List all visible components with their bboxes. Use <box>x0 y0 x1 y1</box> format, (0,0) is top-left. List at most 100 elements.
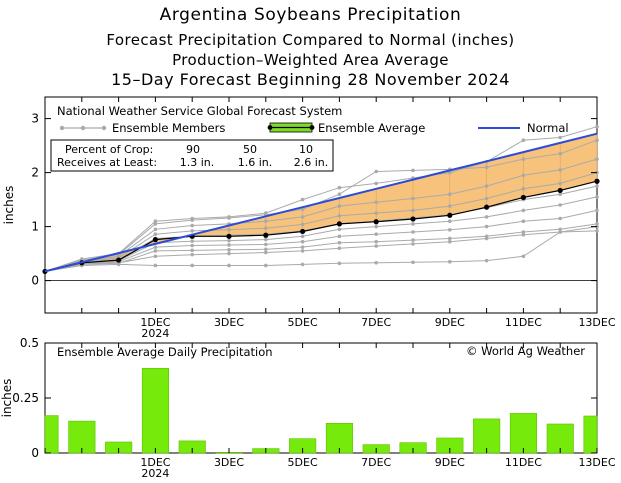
ensemble-member-point <box>521 219 526 223</box>
chart-subtitle: Forecast Precipitation Compared to Norma… <box>106 31 515 49</box>
x-tick-label: 9DEC <box>435 316 465 329</box>
ensemble-average-point <box>410 216 416 222</box>
legend-average-label: Ensemble Average <box>318 121 425 135</box>
legend-members-label: Ensemble Members <box>112 121 225 135</box>
ensemble-member-point <box>190 229 194 233</box>
ensemble-member-point <box>448 259 452 264</box>
ensemble-member-point <box>337 192 342 196</box>
daily-chart-title: Ensemble Average Daily Precipitation <box>57 345 273 359</box>
ensemble-member-point <box>190 243 194 248</box>
x-tick-label: 5DEC <box>288 456 318 469</box>
ensemble-member-point <box>374 260 379 265</box>
x-tick-label: 11DEC <box>505 316 542 329</box>
x-tick-label: 3DEC <box>214 456 244 469</box>
ensemble-member-point <box>595 157 599 161</box>
ensemble-average-point <box>226 233 232 239</box>
ensemble-member-point <box>300 249 305 253</box>
ensemble-member-point <box>484 215 489 219</box>
legend-average-marker <box>267 125 273 130</box>
ensemble-member-point <box>227 228 231 232</box>
daily-precip-bar <box>141 367 169 454</box>
x-tick-label: 11DEC <box>505 456 542 469</box>
ensemble-member-point <box>153 232 158 236</box>
forecast-period: 15–Day Forecast Beginning 28 November 20… <box>111 70 510 89</box>
crop-row2-value: 1.6 in. <box>238 156 273 169</box>
ensemble-member-point <box>374 169 379 174</box>
ensemble-member-point <box>411 260 415 265</box>
ensemble-member-point <box>558 192 562 196</box>
ensemble-average-point <box>336 221 342 227</box>
ensemble-member-point <box>227 215 231 219</box>
ensemble-member-point <box>337 204 342 208</box>
ensemble-member-point <box>521 230 526 234</box>
ensemble-member-point <box>521 208 526 213</box>
ensemble-member-point <box>300 262 305 267</box>
ensemble-average-line <box>44 180 598 272</box>
ensemble-member-point <box>374 232 379 236</box>
ensemble-member-point <box>595 124 599 129</box>
ensemble-member-point <box>521 173 526 178</box>
ensemble-member-point <box>558 168 562 172</box>
x-tick-year-label: 2024 <box>141 327 169 340</box>
ensemble-average-point <box>300 228 306 235</box>
ensemble-member-point <box>300 197 305 202</box>
y-tick-label: 0 <box>31 274 39 288</box>
ensemble-member-point <box>190 248 194 253</box>
ensemble-member-point <box>153 222 158 226</box>
ensemble-member-point <box>264 242 268 247</box>
legend-members-marker <box>80 125 86 131</box>
ensemble-average-point <box>263 232 269 238</box>
ensemble-member-point <box>337 246 342 250</box>
ensemble-member-point <box>595 195 599 199</box>
ensemble-member-point <box>300 245 305 249</box>
ensemble-member-point <box>448 219 452 223</box>
ensemble-member-point <box>264 211 268 215</box>
ensemble-member-point <box>411 196 415 201</box>
ensemble-member-point <box>337 214 342 218</box>
ensemble-member-point <box>595 229 599 233</box>
ensemble-member-point <box>337 261 342 266</box>
legend-normal-label: Normal <box>527 121 569 135</box>
ensemble-average-point <box>116 257 122 263</box>
daily-precip-bar <box>509 413 538 454</box>
ensemble-member-point <box>374 224 379 229</box>
cumulative-chart-frame <box>44 96 598 314</box>
crop-row1-value: 10 <box>299 143 313 156</box>
ensemble-member-point <box>264 263 268 268</box>
ensemble-member-point <box>227 248 231 252</box>
daily-precip-bar <box>473 418 501 454</box>
ensemble-member-point <box>153 245 158 249</box>
y-tick-label: 0.5 <box>20 336 39 350</box>
ensemble-member-point <box>595 184 599 188</box>
forecast-system-title: National Weather Service Global Forecast… <box>57 104 342 118</box>
y-tick-label: 0.25 <box>12 391 39 405</box>
x-tick-label: 9DEC <box>435 456 465 469</box>
ensemble-member-point <box>558 151 562 156</box>
ensemble-average-point <box>484 204 490 210</box>
bottom-y-axis-label: inches <box>0 379 14 418</box>
legend-members-marker <box>101 125 107 131</box>
ensemble-member-line <box>44 196 598 272</box>
ensemble-member-line <box>44 223 598 272</box>
ensemble-member-point <box>448 239 452 244</box>
ensemble-member-point <box>595 208 599 213</box>
ensemble-member-point <box>411 230 415 234</box>
ensemble-member-point <box>190 216 194 221</box>
ensemble-member-point <box>484 196 489 201</box>
ensemble-member-point <box>374 181 379 186</box>
ensemble-member-point <box>190 252 194 257</box>
ensemble-member-point <box>153 227 158 232</box>
ensemble-member-point <box>411 168 415 173</box>
ensemble-member-point <box>484 224 489 229</box>
ensemble-member-point <box>558 230 562 234</box>
legend-average-marker <box>309 125 315 130</box>
chart-subtitle-area: Production–Weighted Area Average <box>172 51 449 69</box>
ensemble-member-point <box>264 247 268 252</box>
ensemble-member-point <box>484 236 489 241</box>
x-tick-label: 7DEC <box>361 316 391 329</box>
y-tick-label: 2 <box>31 166 39 180</box>
ensemble-member-point <box>337 234 342 239</box>
normal-line <box>44 132 598 273</box>
y-tick-label: 3 <box>31 112 39 126</box>
